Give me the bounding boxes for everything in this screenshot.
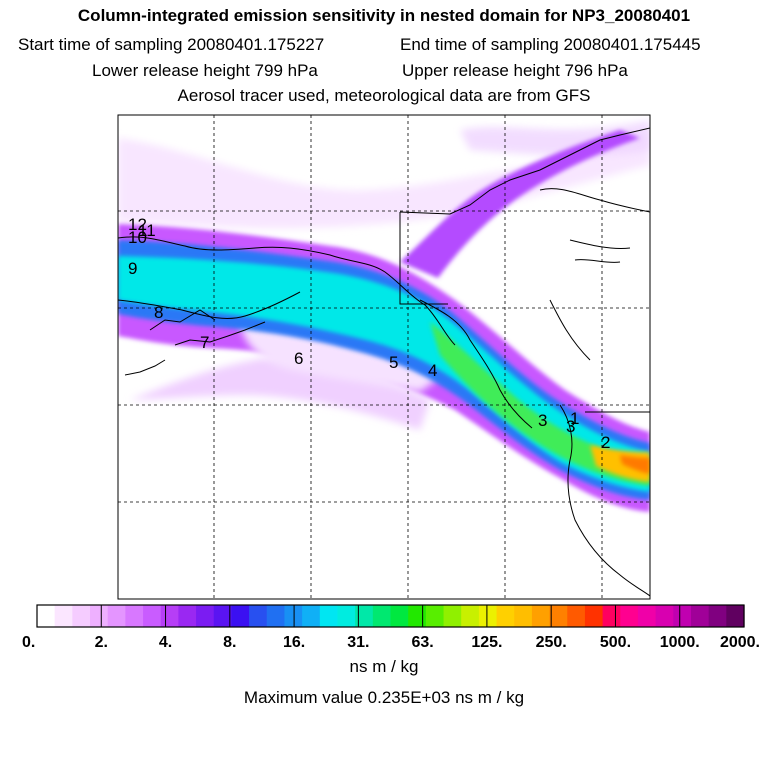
colorbar-cell [231,605,250,627]
marker-4: 4 [428,361,437,380]
colorbar-tick-label: 4. [159,634,172,651]
colorbar-cell [443,605,462,627]
upper-release-label: Upper release height 796 hPa [402,61,628,80]
colorbar-unit: ns m / kg [349,657,419,676]
coastlines [118,127,650,597]
colorbar-cell [107,605,126,627]
colorbar-cell [125,605,144,627]
start-time-label: Start time of sampling 20080401.175227 [18,35,325,54]
colorbar-cell [160,605,180,627]
colorbar-cell [549,605,568,627]
colorbar-cell [72,605,91,627]
colorbar-cell [143,605,162,627]
map-frame [117,114,651,600]
colorbar-cell [302,605,321,627]
marker-6: 6 [294,349,303,368]
marker-1: 1 [570,409,579,428]
colorbar-tick-label: 8. [223,634,236,651]
colorbar-tick-label: 0. [22,634,35,651]
colorbar-frame [36,604,745,628]
colorbar-tick-label: 16. [283,634,305,651]
colorbar-cell [178,605,197,627]
colorbar-cell [496,605,515,627]
plume-ne-branch [400,130,640,278]
marker-2: 2 [601,433,610,452]
colorbar-cell [90,605,109,627]
plume-max [590,445,650,482]
colorbar-cell [319,605,339,627]
colorbar-cell [390,605,409,627]
colorbar-tick-label: 1000. [660,634,700,651]
marker-5: 5 [389,353,398,372]
colorbar-cell [266,605,286,627]
colorbar-cell [567,605,586,627]
lower-release-label: Lower release height 799 hPa [92,61,318,80]
colorbar-cell [372,605,392,627]
colorbar-cell [726,605,745,627]
marker-7: 7 [200,333,209,352]
plume-cyan [118,256,650,492]
colorbar-cell [284,605,303,627]
marker-9: 9 [128,259,137,278]
colorbar-cell [355,605,374,627]
colorbar-cell [196,605,215,627]
graticule [118,115,650,599]
colorbar-cell [54,605,73,627]
end-time-label: End time of sampling 20080401.175445 [400,35,701,54]
colorbar-tick-label: 31. [347,634,369,651]
release-heights-row: Lower release height 799 hPa Upper relea… [0,61,768,83]
colorbar-tick-label: 2. [95,634,108,651]
colorbar-tick-label: 63. [412,634,434,651]
map-content: 12 11 10 9 8 7 6 5 4 3 3 1 2 [118,115,650,599]
tracer-note: Aerosol tracer used, meteorological data… [177,86,591,105]
marker-10: 10 [128,228,147,247]
colorbar-tick-label: 500. [600,634,631,651]
plume-faint-upper [118,130,650,229]
colorbar-cell [655,605,674,627]
colorbar-cell [708,605,727,627]
colorbar-cell [249,605,268,627]
colorbar-cell [478,605,498,627]
colorbar-cell [213,605,233,627]
marker-3b: 3 [566,417,575,436]
marker-12: 12 [128,215,147,234]
colorbar-cell [531,605,551,627]
colorbar-cell [408,605,427,627]
colorbar-cell [514,605,533,627]
colorbar-ticks [100,605,681,627]
sampling-times-row: Start time of sampling 20080401.175227 E… [0,35,768,57]
colorbar-cell [461,605,480,627]
colorbar-tick-label: 125. [471,634,502,651]
plot-title: Column-integrated emission sensitivity i… [77,6,691,25]
plume-max-core [620,455,650,474]
colorbar-cell [337,605,356,627]
colorbar-cell [673,605,692,627]
colorbar-cell [425,605,445,627]
marker-8: 8 [154,303,163,322]
marker-11: 11 [138,221,156,240]
colorbar-tick-label: 250. [536,634,567,651]
colorbar-cell [637,605,657,627]
colorbar-cell [37,605,56,627]
colorbar-cell [620,605,639,627]
colorbar-cell [602,605,621,627]
trajectory-markers: 12 11 10 9 8 7 6 5 4 3 3 1 2 [128,215,610,452]
colorbar-cell [584,605,604,627]
maximum-value-label: Maximum value 0.235E+03 ns m / kg [243,688,525,707]
colorbar-cell [690,605,710,627]
colorbar-cells [37,605,745,627]
colorbar-tick-label: 2000. [720,634,760,651]
colorbar-tick-labels: 0. 2. 4. 8. 16. 31. 63. 125. 250. 500. 1000. 2000. [22,634,760,651]
marker-3a: 3 [538,411,547,430]
